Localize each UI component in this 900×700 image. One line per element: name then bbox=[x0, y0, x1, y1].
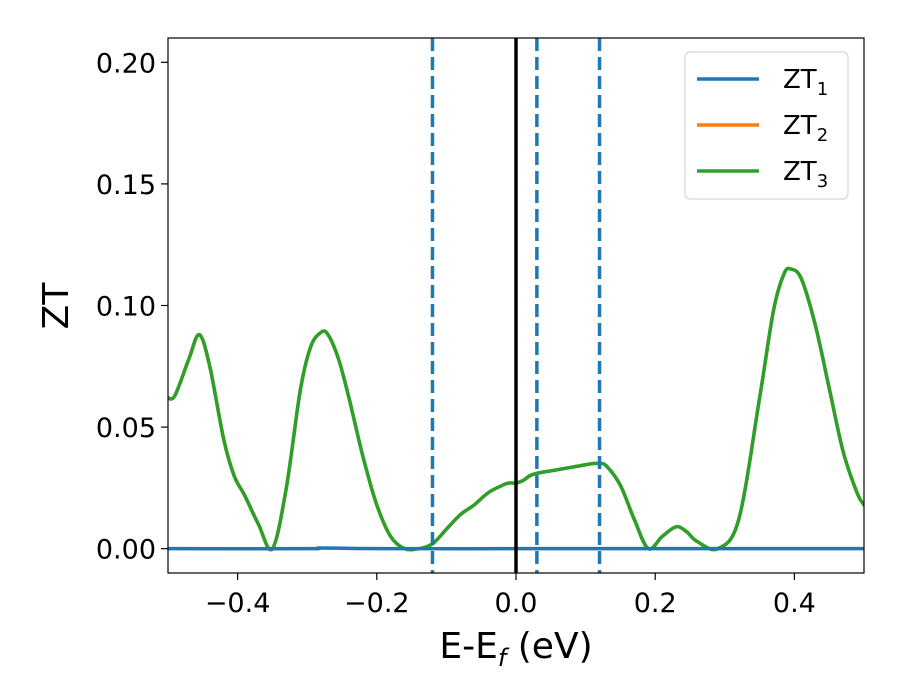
y-tick-label: 0.00 bbox=[96, 535, 156, 566]
x-axis-ticks: −0.4 −0.2 0.0 0.2 0.4 bbox=[205, 573, 816, 619]
x-tick-label: 0.2 bbox=[634, 588, 677, 619]
legend-items: ZT1 ZT2 ZT3 bbox=[697, 65, 828, 192]
legend-label-zt2: ZT2 bbox=[783, 111, 828, 146]
series-line-zt1 bbox=[168, 546, 864, 551]
legend-box bbox=[684, 51, 849, 200]
x-tick-label: −0.4 bbox=[205, 588, 271, 619]
legend: ZT1 ZT2 ZT3 bbox=[684, 51, 849, 200]
y-tick-label: 0.15 bbox=[96, 170, 156, 201]
x-axis-label-main: E-E bbox=[439, 626, 497, 667]
x-axis-label-unit: (eV) bbox=[506, 626, 592, 667]
y-tick-label: 0.05 bbox=[96, 413, 156, 444]
legend-label-zt3: ZT3 bbox=[783, 157, 828, 192]
y-axis-ticks: 0.00 0.05 0.10 0.15 0.20 bbox=[96, 48, 168, 566]
vertical-lines-layer bbox=[430, 38, 602, 573]
y-tick-label: 0.20 bbox=[96, 48, 156, 79]
y-axis-label: ZT bbox=[36, 282, 77, 330]
legend-label-zt1: ZT1 bbox=[783, 65, 828, 100]
x-tick-label: 0.4 bbox=[773, 588, 816, 619]
y-tick-label: 0.10 bbox=[96, 292, 156, 323]
x-axis-label: E-Ef (eV) bbox=[439, 626, 592, 672]
x-tick-label: 0.0 bbox=[495, 588, 538, 619]
x-tick-label: −0.2 bbox=[344, 588, 410, 619]
